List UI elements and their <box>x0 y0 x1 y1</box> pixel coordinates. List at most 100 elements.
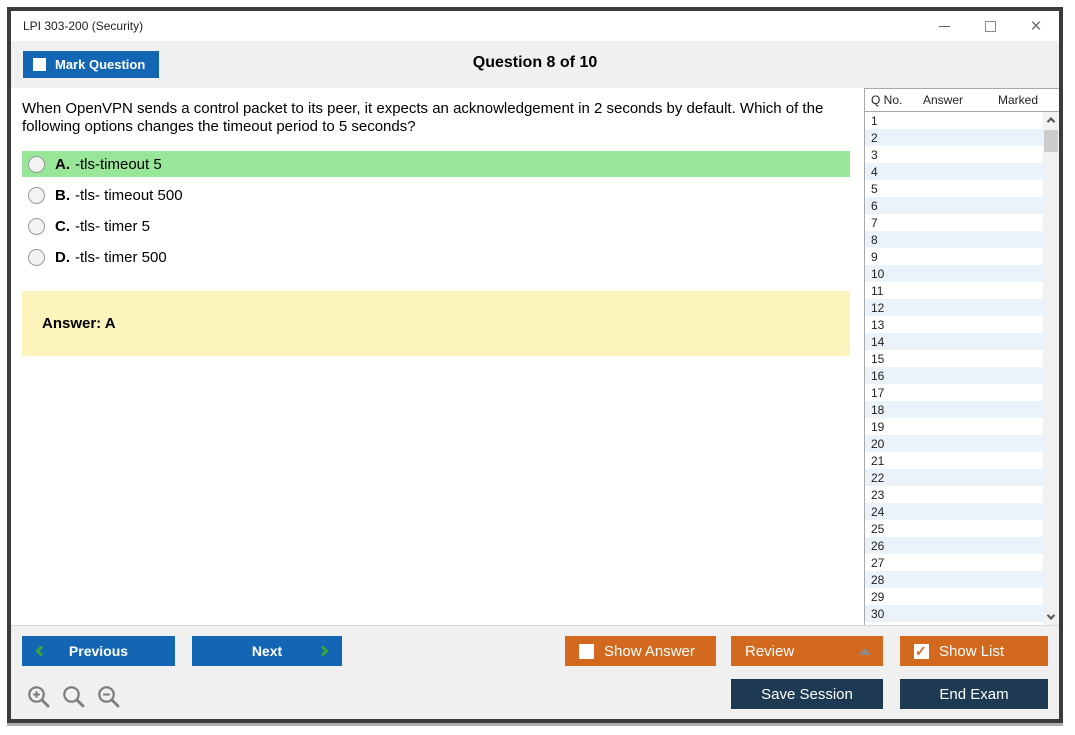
show-answer-label: Show Answer <box>604 642 695 660</box>
question-list-row[interactable]: 14 <box>865 333 1043 350</box>
question-list-row[interactable]: 11 <box>871 283 884 298</box>
window-controls: × <box>921 11 1059 41</box>
toolbar: Mark Question Question 8 of 10 <box>11 41 1059 88</box>
question-list-row[interactable]: 21 <box>871 453 885 468</box>
chevron-left-icon <box>35 645 47 657</box>
close-button[interactable]: × <box>1013 11 1059 41</box>
end-exam-button[interactable]: End Exam <box>900 679 1048 709</box>
mark-question-button[interactable]: Mark Question <box>23 51 160 78</box>
footer-bar: Previous Next Show Answer Review Show Li… <box>11 625 1059 719</box>
question-list-row[interactable]: 4 <box>865 163 1043 180</box>
header-answer: Answer <box>923 93 964 107</box>
title-bar: LPI 303-200 (Security) × <box>11 11 1059 41</box>
question-list-row[interactable]: 23 <box>871 487 885 502</box>
show-answer-button[interactable]: Show Answer <box>565 636 716 666</box>
question-list-row[interactable]: 13 <box>871 317 885 332</box>
mark-question-label: Mark Question <box>55 57 146 72</box>
app-window: LPI 303-200 (Security) × Mark Question Q… <box>7 7 1063 723</box>
answer-option[interactable]: B. -tls- timeout 500 <box>22 182 850 208</box>
show-list-checkbox[interactable] <box>914 643 929 660</box>
question-list-row[interactable]: 20 <box>865 435 1043 452</box>
minimize-icon <box>938 25 950 27</box>
question-list-row[interactable]: 8 <box>865 231 1043 248</box>
question-list-row[interactable]: 16 <box>865 367 1043 384</box>
answer-option[interactable]: A. -tls-timeout 5 <box>22 151 850 177</box>
question-list-row[interactable]: 25 <box>871 521 885 536</box>
maximize-icon <box>984 20 996 32</box>
question-list-row[interactable]: 29 <box>871 589 885 604</box>
show-answer-checkbox[interactable] <box>579 643 594 659</box>
show-list-label: Show List <box>939 642 1005 660</box>
question-list-row[interactable]: 18 <box>865 401 1043 418</box>
zoom-in-icon[interactable] <box>26 684 52 710</box>
question-list-row[interactable]: 26 <box>865 537 1043 554</box>
question-list-row[interactable]: 30 <box>865 605 1043 622</box>
option-text: -tls- timer 5 <box>75 217 150 235</box>
question-list-row[interactable]: 22 <box>865 469 1043 486</box>
question-list-row[interactable]: 24 <box>865 503 1043 520</box>
question-list-header: Q No. Answer Marked <box>865 89 1059 112</box>
question-list-row[interactable]: 15 <box>871 351 885 366</box>
answer-option[interactable]: C. -tls- timer 5 <box>22 213 850 239</box>
maximize-button[interactable] <box>967 11 1013 41</box>
scrollbar[interactable] <box>1043 112 1059 625</box>
option-text: -tls- timeout 500 <box>75 186 183 204</box>
main-area: When OpenVPN sends a control packet to i… <box>11 88 1059 625</box>
question-list-row[interactable]: 3 <box>871 147 878 162</box>
window-title: LPI 303-200 (Security) <box>23 19 144 33</box>
question-list-row[interactable]: 12 <box>865 299 1043 316</box>
question-counter: Question 8 of 10 <box>472 54 598 71</box>
answer-reveal-box: Answer: A <box>22 291 850 356</box>
question-list-row[interactable]: 7 <box>871 215 878 230</box>
zoom-out-icon[interactable] <box>96 684 122 710</box>
scroll-down-icon[interactable] <box>1043 609 1059 625</box>
option-letter: D. <box>55 248 70 266</box>
radio-button[interactable] <box>28 186 45 204</box>
question-panel: When OpenVPN sends a control packet to i… <box>11 88 864 625</box>
previous-label: Previous <box>68 643 129 659</box>
option-letter: A. <box>55 155 70 173</box>
next-label: Next <box>251 643 283 659</box>
show-list-button[interactable]: Show List <box>900 636 1048 666</box>
mark-question-checkbox[interactable] <box>33 58 46 71</box>
previous-button[interactable]: Previous <box>22 636 175 666</box>
save-session-label: Save Session <box>761 685 853 703</box>
header-marked: Marked <box>998 93 1039 107</box>
radio-button[interactable] <box>28 217 45 235</box>
zoom-controls <box>26 684 122 710</box>
minimize-button[interactable] <box>921 11 967 41</box>
question-list-row[interactable]: 17 <box>871 385 885 400</box>
save-session-button[interactable]: Save Session <box>731 679 883 709</box>
question-list-row[interactable]: 9 <box>871 249 878 264</box>
radio-button[interactable] <box>28 248 45 266</box>
option-letter: C. <box>55 217 70 235</box>
next-button[interactable]: Next <box>192 636 342 666</box>
end-exam-label: End Exam <box>939 685 1009 703</box>
question-list-row[interactable]: 5 <box>871 181 878 196</box>
scrollbar-thumb[interactable] <box>1044 130 1058 152</box>
review-button[interactable]: Review <box>731 636 883 666</box>
option-text: -tls- timer 500 <box>75 248 167 266</box>
question-list-row[interactable]: 27 <box>871 555 885 570</box>
question-list-panel: Q No. Answer Marked 1 2 3 4 5 6 7 8 9 10 11 12 13 14 1… <box>864 88 1059 625</box>
question-list-rows: 1 2 3 4 5 6 7 8 9 10 11 12 13 14 15 16 17 18 19 20 21 22 23 24 2… <box>865 112 1043 625</box>
answer-option[interactable]: D. -tls- timer 500 <box>22 244 850 270</box>
review-label: Review <box>745 642 795 660</box>
question-list-row[interactable]: 10 <box>865 265 1043 282</box>
question-list-row[interactable]: 6 <box>865 197 1043 214</box>
option-letter: B. <box>55 186 70 204</box>
question-list-row[interactable]: 2 <box>865 129 1043 146</box>
close-icon: × <box>1030 15 1042 37</box>
scroll-up-icon[interactable] <box>1043 112 1059 128</box>
dropdown-up-icon <box>859 648 871 655</box>
question-list-row[interactable]: 28 <box>865 571 1043 588</box>
option-text: -tls-timeout 5 <box>75 155 162 173</box>
question-list-body: 1 2 3 4 5 6 7 8 9 10 11 12 13 14 15 16 17 18 19 20 21 22 23 24 2… <box>865 112 1059 625</box>
radio-button[interactable] <box>28 155 45 173</box>
question-text: When OpenVPN sends a control packet to i… <box>22 100 824 135</box>
zoom-reset-icon[interactable] <box>61 684 87 710</box>
question-list-row[interactable]: 19 <box>871 419 885 434</box>
question-list-row[interactable]: 1 <box>871 113 878 128</box>
header-q-no: Q No. <box>871 93 903 107</box>
chevron-right-icon <box>317 645 329 657</box>
